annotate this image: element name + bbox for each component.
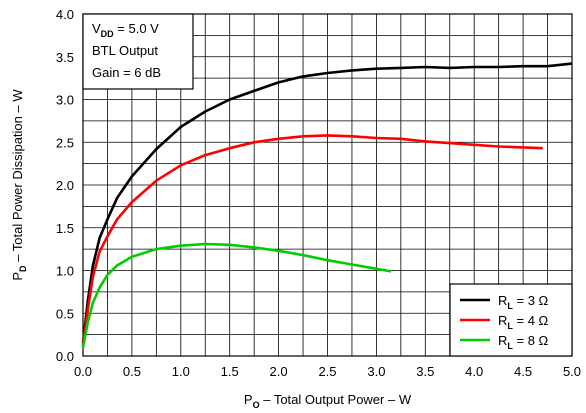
annotation-line-1-rest: = 5.0 V [114, 21, 159, 36]
series-line-3 [81, 242, 392, 348]
x-axis-label-sub: O [253, 400, 260, 410]
y-axis-label-sub: D [18, 265, 28, 272]
annotation-line-2: BTL Output [92, 43, 158, 58]
legend-label-main: R [498, 293, 507, 308]
legend-label-rest: = 8 Ω [513, 333, 549, 348]
y-tick-label: 0.5 [56, 306, 74, 321]
annotation-box [82, 13, 194, 90]
y-tick-label: 3.5 [56, 50, 74, 65]
x-tick-label: 3.5 [416, 364, 434, 379]
legend-label-sub: L [507, 321, 513, 331]
x-tick-label: 2.5 [318, 364, 336, 379]
legend-label-3: RL = 8 Ω [498, 333, 549, 351]
y-tick-label: 1.5 [56, 221, 74, 236]
legend-label-1: RL = 3 Ω [498, 293, 549, 311]
x-tick-label: 3.0 [367, 364, 385, 379]
legend-label-sub: L [507, 341, 513, 351]
y-tick-label: 0.0 [56, 349, 74, 364]
x-tick-label: 4.0 [465, 364, 483, 379]
legend-label-rest: = 4 Ω [513, 313, 549, 328]
x-tick-label: 0.0 [74, 364, 92, 379]
x-axis-label-main: P [244, 392, 253, 407]
annotation-line-1-main: V [92, 21, 101, 36]
y-tick-label: 2.5 [56, 135, 74, 150]
annotation-line-1-sub: DD [101, 29, 114, 39]
y-axis-label-main: P [10, 272, 25, 281]
legend-label-sub: L [507, 301, 513, 311]
y-tick-label: 2.0 [56, 178, 74, 193]
x-tick-label: 4.5 [514, 364, 532, 379]
plot-frame [82, 13, 573, 357]
annotation-line-1: VDD = 5.0 V [92, 21, 159, 39]
legend-label-main: R [498, 313, 507, 328]
legend-label-main: R [498, 333, 507, 348]
annotation-line-3: Gain = 6 dB [92, 65, 161, 80]
x-tick-label: 5.0 [563, 364, 581, 379]
series-line-2 [81, 134, 543, 346]
x-tick-label: 1.0 [172, 364, 190, 379]
y-tick-label: 3.0 [56, 93, 74, 108]
x-axis-label-rest: – Total Output Power – W [260, 392, 412, 407]
legend-label-rest: = 3 Ω [513, 293, 549, 308]
x-tick-label: 2.0 [270, 364, 288, 379]
y-tick-label: 1.0 [56, 264, 74, 279]
x-axis-label: PO – Total Output Power – W [244, 392, 412, 410]
legend-label-2: RL = 4 Ω [498, 313, 549, 331]
y-axis-label: PD – Total Power Dissipation – W [10, 89, 28, 281]
series-line-1 [81, 62, 573, 344]
y-tick-label: 4.0 [56, 7, 74, 22]
y-axis-label-rest: – Total Power Dissipation – W [10, 89, 25, 266]
x-tick-label: 0.5 [123, 364, 141, 379]
x-tick-label: 1.5 [221, 364, 239, 379]
